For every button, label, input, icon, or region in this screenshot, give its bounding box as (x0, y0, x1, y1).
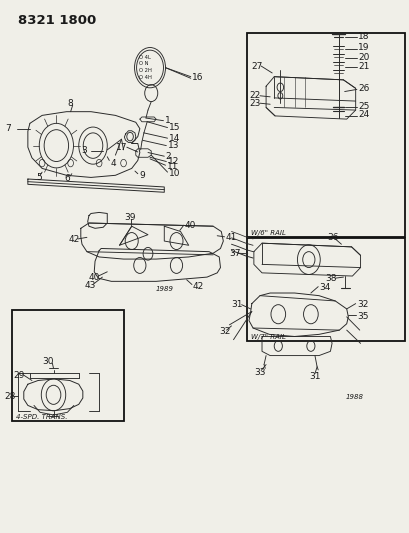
Text: 9: 9 (139, 171, 144, 180)
Text: 38: 38 (325, 274, 336, 283)
Text: 8321 1800: 8321 1800 (18, 14, 96, 27)
Text: 35: 35 (357, 312, 369, 321)
Text: 40: 40 (184, 221, 196, 230)
Text: 13: 13 (167, 141, 179, 150)
Text: O N: O N (138, 61, 148, 67)
Text: 20: 20 (357, 53, 369, 62)
Text: 43: 43 (85, 280, 96, 289)
Text: 42: 42 (68, 235, 80, 244)
Text: W/6" RAIL: W/6" RAIL (250, 230, 285, 236)
Text: O 2H: O 2H (138, 68, 151, 74)
Text: 18: 18 (357, 32, 369, 41)
Text: 22: 22 (249, 91, 261, 100)
Text: O 4L: O 4L (138, 54, 150, 60)
Text: 24: 24 (357, 110, 369, 119)
Text: 30: 30 (42, 358, 54, 367)
Text: 5: 5 (36, 173, 42, 182)
Text: 39: 39 (124, 213, 135, 222)
Text: 6: 6 (64, 174, 70, 183)
Text: O 4H: O 4H (138, 75, 151, 80)
Text: 36: 36 (326, 233, 338, 242)
Text: 19: 19 (357, 43, 369, 52)
Text: 34: 34 (318, 282, 330, 292)
Text: 11: 11 (166, 163, 178, 171)
Text: 40: 40 (89, 273, 100, 282)
Text: 37: 37 (229, 249, 240, 258)
Text: 32: 32 (219, 327, 230, 336)
Text: W/7" RAIL: W/7" RAIL (250, 334, 285, 340)
Text: 26: 26 (357, 84, 369, 93)
Text: 23: 23 (249, 99, 261, 108)
Text: 1988: 1988 (345, 394, 363, 400)
Text: 10: 10 (169, 168, 180, 177)
Text: 8: 8 (67, 99, 73, 108)
Text: 14: 14 (169, 134, 180, 143)
Text: 16: 16 (191, 73, 203, 82)
Text: 2: 2 (165, 152, 171, 161)
Text: 4: 4 (110, 159, 115, 167)
Text: 4-SPD. TRANS.: 4-SPD. TRANS. (16, 414, 67, 420)
Text: 1: 1 (164, 116, 170, 125)
Text: 41: 41 (225, 233, 236, 242)
Text: 42: 42 (192, 281, 204, 290)
Text: 31: 31 (308, 372, 319, 381)
Text: 17: 17 (116, 143, 128, 152)
Text: 3: 3 (81, 147, 86, 156)
Text: 27: 27 (251, 62, 262, 70)
Text: 7: 7 (5, 124, 11, 133)
Text: 1989: 1989 (155, 286, 173, 292)
Text: 29: 29 (13, 370, 25, 379)
Text: 21: 21 (357, 62, 369, 70)
Text: 15: 15 (169, 123, 180, 132)
Text: 32: 32 (356, 300, 367, 309)
Text: 12: 12 (167, 157, 178, 166)
Text: 28: 28 (4, 392, 16, 401)
Text: 33: 33 (253, 368, 265, 377)
Text: 31: 31 (231, 300, 243, 309)
Bar (246, 238, 404, 341)
Bar (246, 33, 404, 237)
Text: 25: 25 (357, 102, 369, 111)
Bar (11, 310, 123, 421)
